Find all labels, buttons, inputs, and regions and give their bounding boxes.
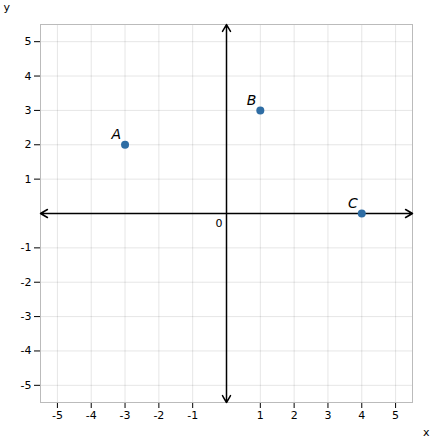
- svg-text:-5: -5: [21, 379, 32, 392]
- svg-text:-4: -4: [86, 409, 97, 422]
- svg-text:-1: -1: [21, 241, 32, 254]
- svg-text:-3: -3: [120, 409, 131, 422]
- svg-text:3: 3: [324, 409, 331, 422]
- svg-text:-3: -3: [21, 310, 32, 323]
- svg-text:-5: -5: [52, 409, 63, 422]
- svg-text:2: 2: [25, 138, 32, 151]
- svg-text:5: 5: [392, 409, 399, 422]
- svg-text:2: 2: [291, 409, 298, 422]
- svg-text:A: A: [110, 126, 121, 142]
- svg-text:-4: -4: [21, 344, 32, 357]
- svg-text:y: y: [4, 1, 11, 14]
- svg-text:-2: -2: [21, 276, 32, 289]
- svg-text:3: 3: [25, 104, 32, 117]
- svg-text:1: 1: [257, 409, 264, 422]
- svg-text:-2: -2: [153, 409, 164, 422]
- svg-text:4: 4: [25, 70, 32, 83]
- svg-text:1: 1: [25, 173, 32, 186]
- svg-text:B: B: [247, 92, 257, 108]
- svg-text:0: 0: [216, 217, 223, 230]
- svg-text:x: x: [423, 426, 430, 438]
- svg-text:-1: -1: [187, 409, 198, 422]
- svg-text:4: 4: [358, 409, 365, 422]
- svg-text:C: C: [348, 195, 358, 211]
- svg-text:5: 5: [25, 35, 32, 48]
